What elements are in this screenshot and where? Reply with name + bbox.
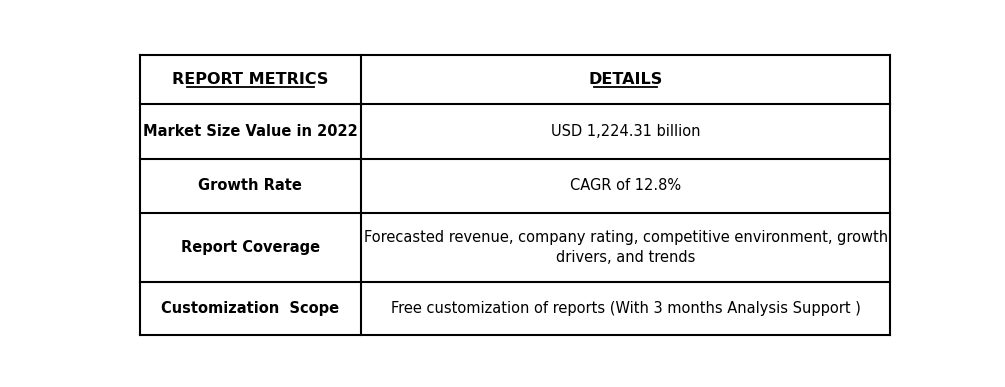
- Text: DETAILS: DETAILS: [589, 72, 663, 87]
- Text: USD 1,224.31 billion: USD 1,224.31 billion: [551, 124, 700, 139]
- Text: Forecasted revenue, company rating, competitive environment, growth
drivers, and: Forecasted revenue, company rating, comp…: [364, 230, 887, 265]
- Text: Report Coverage: Report Coverage: [181, 240, 320, 255]
- Text: Market Size Value in 2022: Market Size Value in 2022: [143, 124, 358, 139]
- Text: CAGR of 12.8%: CAGR of 12.8%: [570, 178, 681, 194]
- Text: Free customization of reports (With 3 months Analysis Support ): Free customization of reports (With 3 mo…: [391, 301, 860, 316]
- Text: Growth Rate: Growth Rate: [198, 178, 303, 194]
- Text: Customization  Scope: Customization Scope: [162, 301, 340, 316]
- Text: REPORT METRICS: REPORT METRICS: [172, 72, 329, 87]
